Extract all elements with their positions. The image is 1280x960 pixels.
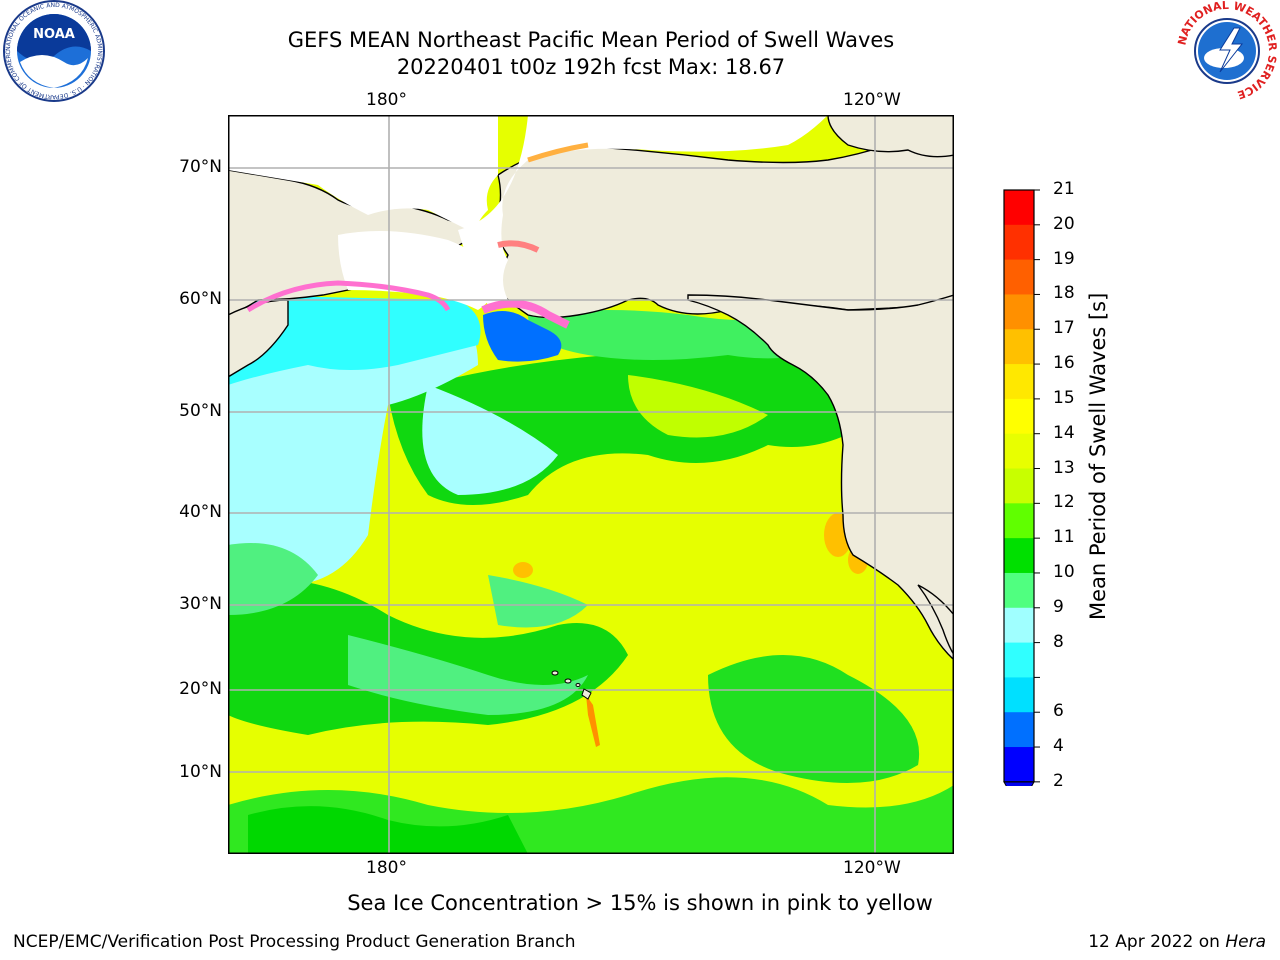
noaa-logo: NATIONAL OCEANIC AND ATMOSPHERIC ADMINIS… [2, 0, 105, 102]
colorbar-segment [1004, 677, 1034, 713]
lat-label-50n: 50°N [179, 401, 222, 421]
colorbar-segment [1004, 329, 1034, 365]
colorbar-segment [1004, 538, 1034, 574]
colorbar-tick-label: 20 [1053, 213, 1075, 234]
colorbar-segment [1004, 712, 1034, 748]
chart-subtitle: 20220401 t00z 192h fcst Max: 18.67 [396, 55, 786, 79]
footer-date: 12 Apr 2022 on Hera [1088, 932, 1266, 952]
colorbar-segment [1004, 364, 1034, 400]
colorbar-tick-label: 10 [1053, 561, 1075, 582]
hawaii [551, 670, 592, 700]
colorbar-tick-label: 17 [1053, 318, 1075, 339]
colorbar-segment [1004, 259, 1034, 295]
colorbar-segment [1004, 572, 1034, 609]
colorbar-segment [1004, 433, 1034, 470]
colorbar-segment [1004, 190, 1034, 226]
colorbar-tick-label: 19 [1053, 248, 1075, 269]
colorbar-tick-label: 13 [1053, 457, 1075, 478]
colorbar-segment [1004, 224, 1034, 261]
colorbar [1003, 189, 1040, 786]
colorbar-frame [1003, 189, 1035, 783]
top-lon-label-120w: 120°W [843, 90, 901, 110]
footer-date-text: 12 Apr 2022 on [1088, 932, 1226, 952]
lat-label-20n: 20°N [179, 679, 222, 699]
colorbar-tick-label: 6 [1053, 701, 1064, 722]
footer-credit: NCEP/EMC/Verification Post Processing Pr… [13, 932, 576, 952]
bottom-lon-label-180: 180° [366, 858, 407, 878]
map [228, 115, 954, 854]
sea-ice-note-text: Sea Ice Concentration > 15% is shown in … [347, 891, 933, 915]
colorbar-tick-label: 4 [1053, 736, 1064, 757]
lat-label-30n: 30°N [179, 594, 222, 614]
chart-title: GEFS MEAN Northeast Pacific Mean Period … [287, 28, 895, 52]
colorbar-segment [1004, 503, 1034, 539]
lat-label-70n: 70°N [179, 157, 222, 177]
lat-label-10n: 10°N [179, 762, 222, 782]
footer-host: Hera [1225, 932, 1266, 952]
colorbar-tick-label: 16 [1053, 353, 1075, 374]
graticule [228, 115, 954, 854]
colorbar-segment [1004, 398, 1034, 435]
colorbar-segment [1004, 747, 1034, 783]
colorbar-label: Mean Period of Swell Waves [s] [1086, 292, 1110, 620]
colorbar-tick-label: 2 [1053, 770, 1064, 791]
bottom-lon-label-120w: 120°W [843, 858, 901, 878]
ocean-east-green [708, 655, 920, 783]
top-lon-label-180: 180° [366, 90, 407, 110]
colorbar-tick-label: 14 [1053, 422, 1075, 443]
lat-label-40n: 40°N [179, 502, 222, 522]
lat-label-60n: 60°N [179, 289, 222, 309]
colorbar-tick-label: 18 [1053, 283, 1075, 304]
no-data-ice [228, 115, 828, 310]
colorbar-tick-label: 12 [1053, 492, 1075, 513]
colorbar-tick-label: 15 [1053, 387, 1075, 408]
bering-blue [483, 311, 562, 362]
colorbar-segment [1004, 294, 1034, 330]
colorbar-tick-label: 9 [1053, 596, 1064, 617]
colorbar-extend-arrow [1003, 781, 1035, 786]
sea-ice-note: Sea Ice Concentration > 15% is shown in … [0, 891, 1280, 915]
svg-text:NOAA: NOAA [33, 27, 75, 42]
colorbar-tick-label: 8 [1053, 631, 1064, 652]
colorbar-tick-label: 21 [1053, 179, 1075, 199]
nws-logo: NATIONAL WEATHER SERVICE [1176, 0, 1278, 102]
colorbar-segment [1004, 468, 1034, 504]
colorbar-segment [1004, 642, 1034, 678]
colorbar-segment [1004, 607, 1034, 644]
colorbar-tick-label: 11 [1053, 527, 1075, 548]
